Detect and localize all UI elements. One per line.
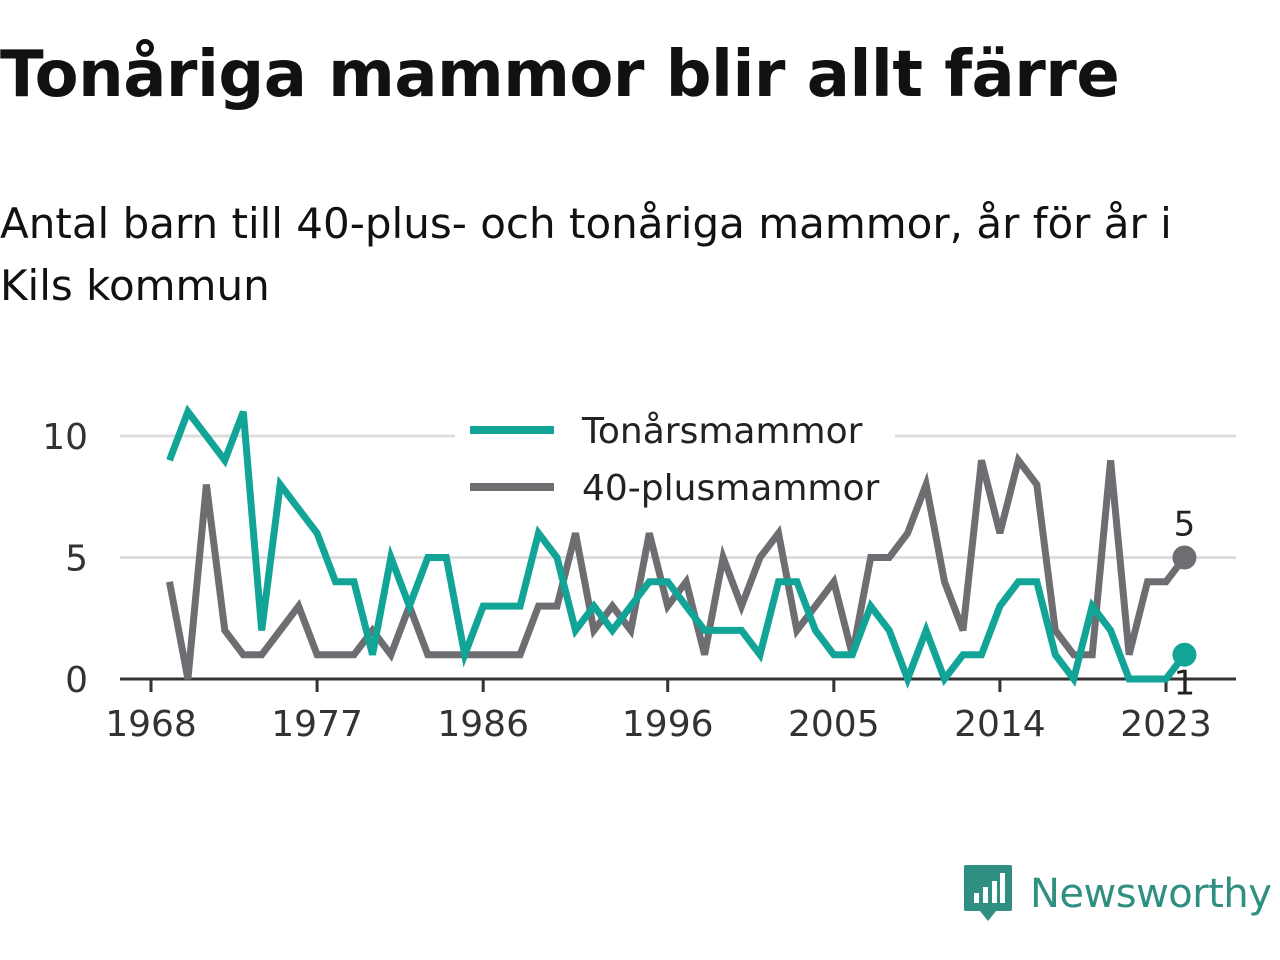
axis-layer: 0 5 10 1968 1977 1986 1996 2005 2014 2023 [42, 417, 1236, 745]
legend-label-fyrtioplusmammor: 40-plusmammor [582, 468, 880, 509]
y-tick-label-0: 0 [65, 660, 88, 701]
legend-background [455, 404, 895, 522]
x-tick-label-2005: 2005 [788, 704, 880, 745]
legend: Tonårsmammor 40-plusmammor [455, 404, 895, 522]
legend-label-tonarsmammor: Tonårsmammor [581, 411, 863, 452]
x-tick-label-2023: 2023 [1120, 704, 1212, 745]
end-label-tonarsmammor: 1 [1174, 664, 1196, 704]
end-point-fyrtioplusmammor [1172, 545, 1197, 570]
end-labels: 51 [1172, 505, 1197, 704]
newsworthy-logo-icon [964, 865, 1012, 921]
brand-name: Newsworthy [1030, 871, 1272, 917]
x-tick-label-1968: 1968 [105, 704, 197, 745]
x-tick-label-1986: 1986 [437, 704, 529, 745]
y-tick-label-5: 5 [65, 539, 88, 580]
x-tick-label-1996: 1996 [622, 704, 714, 745]
chart-title: Tonåriga mammor blir allt färre [0, 38, 1120, 112]
x-tick-label-2014: 2014 [954, 704, 1046, 745]
end-label-fyrtioplusmammor: 5 [1174, 505, 1196, 545]
series-line-tonarsmammor [166, 404, 1188, 689]
y-tick-label-10: 10 [42, 417, 88, 458]
series-layer [166, 404, 1188, 689]
chart-subtitle: Antal barn till 40-plus- och tonåriga ma… [0, 199, 1172, 310]
end-point-tonarsmammor [1172, 642, 1197, 667]
brand-logo: Newsworthy [962, 862, 1272, 926]
x-tick-label-1977: 1977 [271, 704, 363, 745]
